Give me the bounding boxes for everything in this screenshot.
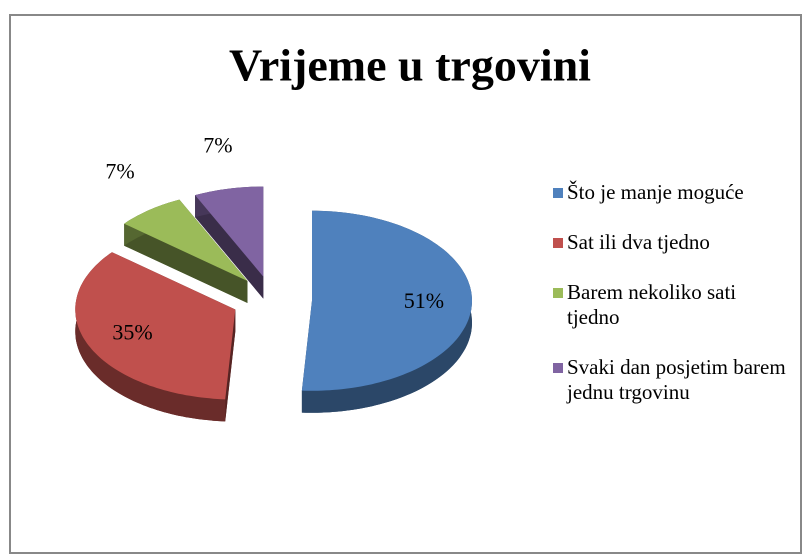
data-label: 51% [404,288,444,313]
data-label: 7% [203,132,232,157]
legend: Što je manje moguće Sat ili dva tjedno Bar… [553,180,793,430]
legend-swatch [553,288,563,298]
slice [75,252,236,400]
legend-label: Sat ili dva tjedno [567,230,710,254]
legend-label: Barem nekoliko sati tjedno [567,280,737,329]
legend-swatch [553,363,563,373]
legend-swatch [553,188,563,198]
legend-swatch [553,238,563,248]
slice-side [225,309,236,422]
slice [195,186,264,277]
slice [124,199,248,281]
legend-label: Svaki dan posjetim barem jednu trgovinu [567,355,786,404]
slice-wall [75,252,226,422]
slice [301,210,472,391]
legend-item: Barem nekoliko sati tjedno [553,280,793,330]
legend-label: Što je manje moguće [567,180,744,204]
data-label: 35% [112,320,152,345]
legend-item: Svaki dan posjetim barem jednu trgovinu [553,355,793,405]
data-label: 7% [105,159,134,184]
slice-side [124,223,248,303]
legend-item: Sat ili dva tjedno [553,230,793,255]
legend-item: Što je manje moguće [553,180,793,205]
slice-side [195,195,264,299]
chart-title: Vrijeme u trgovini [229,40,591,91]
